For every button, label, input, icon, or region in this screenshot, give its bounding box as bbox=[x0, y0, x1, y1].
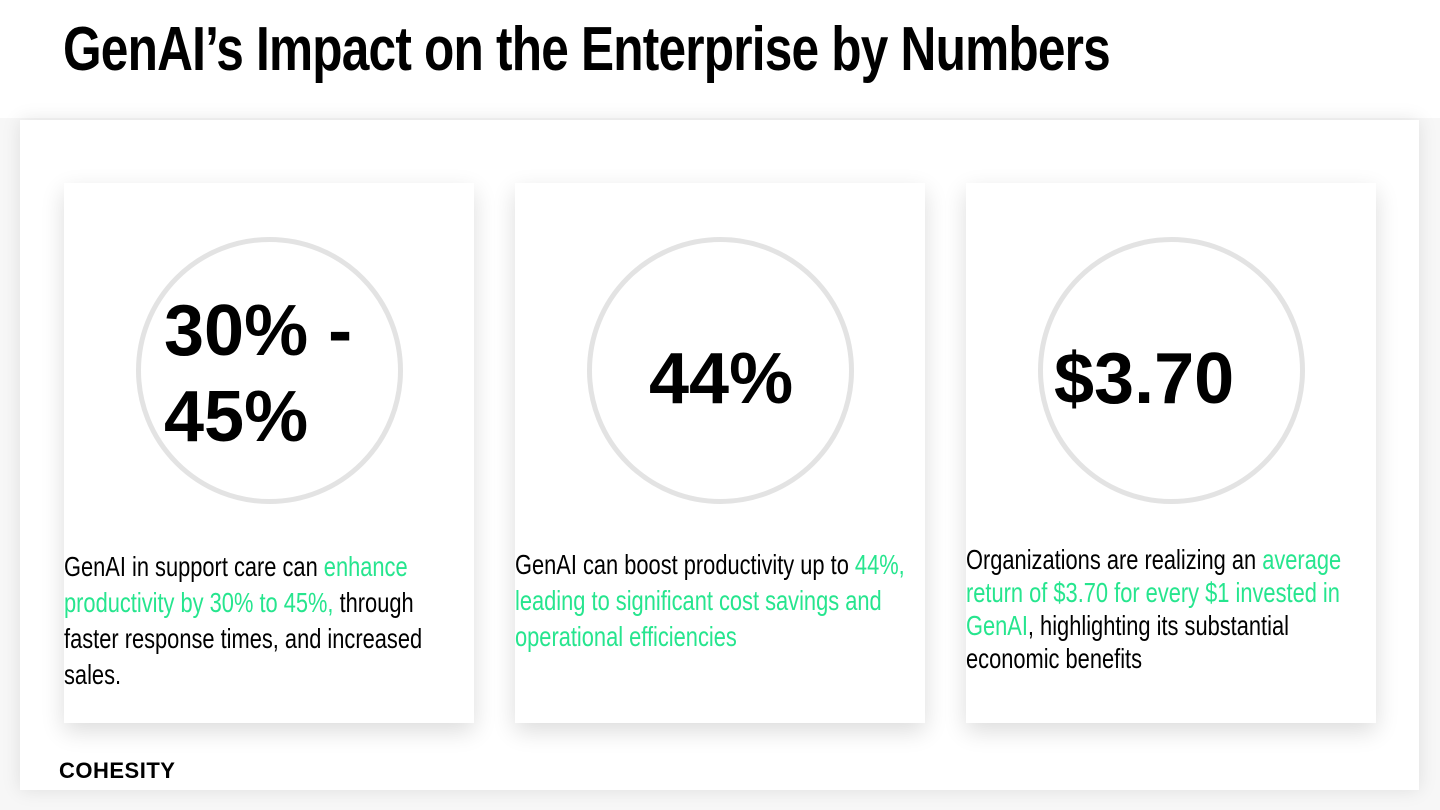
stat-value: 44% bbox=[649, 339, 794, 419]
stat-ring bbox=[1038, 237, 1305, 504]
stat-card-productivity-support: 30% - 45% GenAI in support care can enha… bbox=[64, 183, 474, 723]
description-text: Organizations are realizing an bbox=[966, 544, 1263, 575]
stat-description: GenAI in support care can enhance produc… bbox=[64, 549, 470, 693]
stat-ring bbox=[136, 237, 403, 504]
description-text: GenAI can boost productivity up to bbox=[515, 549, 855, 580]
title-band bbox=[0, 0, 1440, 118]
description-text: , highlighting its substantial economic … bbox=[966, 610, 1289, 674]
stat-card-productivity-boost: 44% GenAI can boost productivity up to 4… bbox=[515, 183, 925, 723]
stat-value-line-1: 30% - bbox=[164, 291, 353, 371]
stat-ring bbox=[587, 237, 854, 504]
description-highlight: 44%, leading to significant cost savings… bbox=[515, 549, 905, 652]
stat-value-line-2: 45% bbox=[164, 377, 309, 457]
stat-card-return: $3.70 Organizations are realizing an ave… bbox=[966, 183, 1376, 723]
stat-description: Organizations are realizing an average r… bbox=[966, 543, 1372, 675]
stat-description: GenAI can boost productivity up to 44%, … bbox=[515, 547, 921, 655]
stat-value: $3.70 bbox=[1054, 339, 1235, 419]
description-highlight: enhance productivity by 30% to 45%, bbox=[64, 551, 408, 618]
description-text: through faster response times, and incre… bbox=[64, 587, 423, 690]
slide-title: GenAI’s Impact on the Enterprise by Numb… bbox=[63, 15, 1111, 84]
stat-value: 30% - 45% bbox=[164, 288, 352, 460]
description-highlight: average return of $3.70 for every $1 inv… bbox=[966, 544, 1342, 641]
cohesity-logo: COHESITY bbox=[59, 758, 176, 783]
description-text: GenAI in support care can bbox=[64, 551, 324, 582]
